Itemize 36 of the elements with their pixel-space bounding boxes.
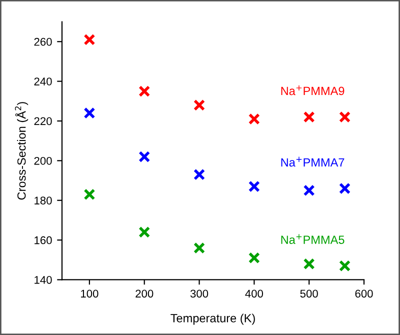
y-tick-label: 160 — [34, 236, 52, 244]
point — [84, 34, 96, 46]
x-tick-label: 400 — [245, 290, 264, 298]
x-tick-label: 500 — [300, 290, 318, 298]
point — [248, 180, 260, 192]
point — [138, 85, 150, 98]
series-label: Na$^{+}$PMMA7 — [281, 156, 344, 167]
point — [193, 168, 206, 180]
y-tick-label: 220 — [34, 117, 52, 126]
point — [248, 113, 260, 125]
point — [248, 252, 260, 264]
series-label: Na$^{+}$PMMA9 — [281, 85, 344, 96]
point — [138, 150, 150, 162]
point — [303, 111, 315, 123]
point — [303, 184, 315, 196]
x-axis-title: Temperature (K) — [170, 314, 255, 325]
x-tick-label: 600 — [355, 290, 373, 298]
point — [84, 188, 96, 200]
x-tick-label: 300 — [190, 290, 208, 298]
y-axis-title: Cross-Section (Å$^{2}$) — [14, 102, 28, 200]
x-tick-label: 100 — [81, 290, 98, 298]
point — [193, 99, 206, 111]
y-tick-label: 240 — [34, 78, 52, 86]
point — [193, 242, 206, 254]
y-tick-label: 200 — [34, 156, 52, 165]
point — [339, 111, 351, 123]
x-tick-label: 200 — [136, 290, 154, 298]
y-tick-label: 180 — [34, 196, 52, 204]
point — [84, 107, 96, 119]
point — [339, 182, 351, 194]
y-tick-label: 140 — [34, 276, 52, 284]
point — [339, 260, 351, 272]
point — [138, 226, 150, 238]
point — [303, 258, 315, 270]
series-label: Na$^{+}$PMMA5 — [281, 234, 344, 244]
y-tick-label: 260 — [34, 38, 52, 46]
